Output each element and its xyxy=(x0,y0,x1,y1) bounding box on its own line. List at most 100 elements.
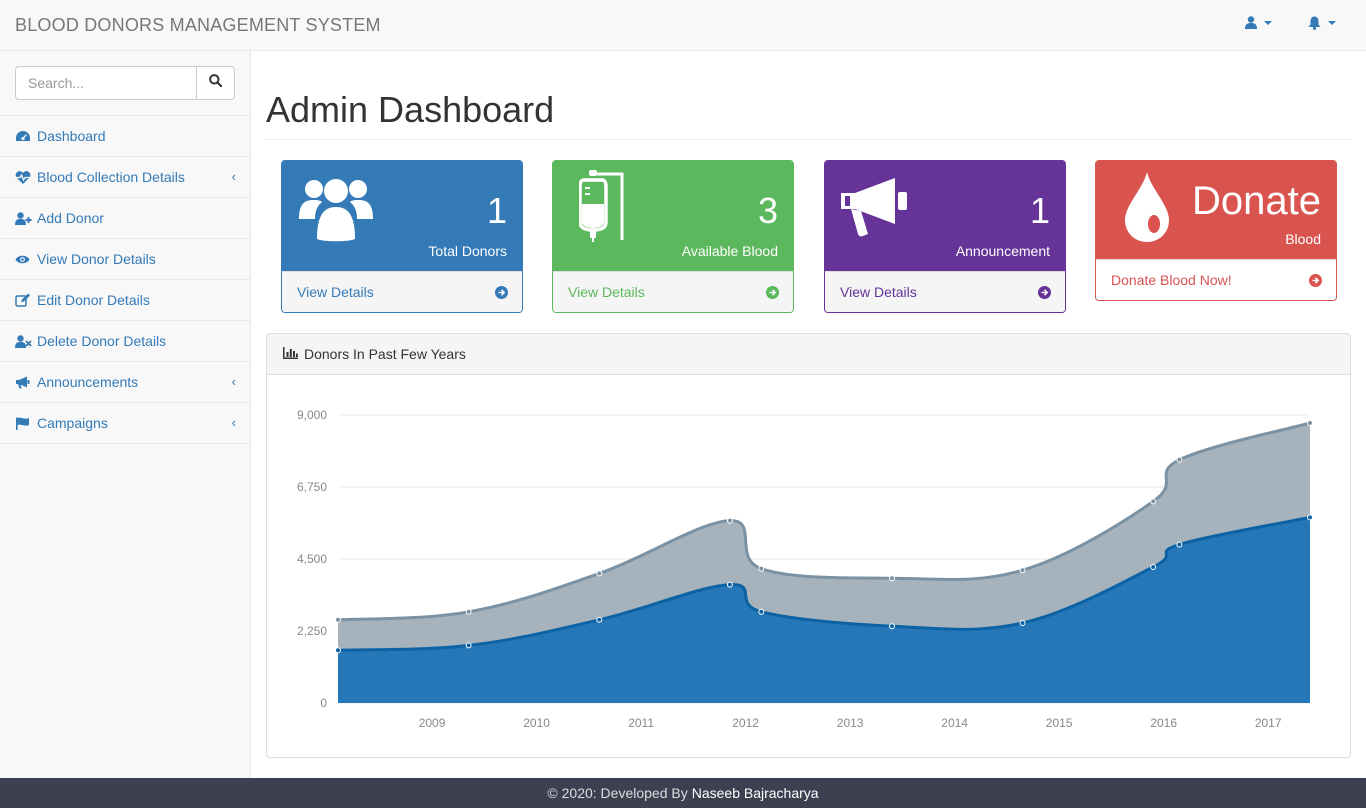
sidebar-item-label: Delete Donor Details xyxy=(37,333,167,349)
search-input[interactable] xyxy=(15,66,197,100)
total-donors-view-details-link[interactable]: View Details xyxy=(282,271,522,312)
x-tick-label: 2015 xyxy=(1046,716,1073,730)
sidebar-item-blood-collection[interactable]: Blood Collection Details ‹ xyxy=(0,157,250,198)
announcement-count: 1 xyxy=(1029,190,1050,231)
arrow-circle-right-icon xyxy=(1038,285,1051,299)
user-icon xyxy=(1245,16,1257,29)
sidebar-item-campaigns[interactable]: Campaigns ‹ xyxy=(0,403,250,444)
user-plus-icon xyxy=(15,211,33,225)
y-tick-label: 6,750 xyxy=(297,480,327,494)
page-title: Admin Dashboard xyxy=(266,89,555,130)
blood-drop-icon xyxy=(1124,171,1170,248)
series-1-point xyxy=(1150,564,1157,570)
available-blood-card: 3 Available Blood View Details xyxy=(552,160,794,313)
x-tick-label: 2009 xyxy=(419,716,446,730)
donors-chart-header: Donors In Past Few Years xyxy=(267,334,1350,375)
announcement-view-details-link[interactable]: View Details xyxy=(825,271,1065,312)
series-2-point xyxy=(1307,420,1313,426)
series-1-point xyxy=(335,647,341,654)
series-1-area xyxy=(338,517,1310,703)
donate-blood-now-link[interactable]: Donate Blood Now! xyxy=(1096,259,1336,300)
user-times-icon xyxy=(15,334,33,348)
eye-icon xyxy=(15,252,33,266)
series-2-point xyxy=(1019,567,1026,574)
sidebar-item-announcements[interactable]: Announcements ‹ xyxy=(0,362,250,403)
x-tick-label: 2017 xyxy=(1255,716,1282,730)
x-tick-label: 2011 xyxy=(628,716,654,730)
series-2-point xyxy=(758,565,765,572)
user-menu[interactable] xyxy=(1245,16,1272,29)
arrow-circle-right-icon xyxy=(495,285,508,299)
view-details-label: View Details xyxy=(297,284,374,300)
series-1-point xyxy=(465,642,472,649)
series-1-point xyxy=(1019,620,1026,626)
x-tick-label: 2012 xyxy=(732,716,759,730)
alerts-menu[interactable] xyxy=(1308,16,1336,30)
series-1-point xyxy=(888,623,895,630)
series-2-point xyxy=(465,608,472,615)
x-tick-label: 2014 xyxy=(941,716,968,730)
y-tick-label: 2,250 xyxy=(297,624,327,638)
y-tick-label: 4,500 xyxy=(297,552,327,566)
footer: © 2020: Developed By Naseeb Bajracharya xyxy=(0,778,1366,808)
sidebar-item-delete-donor[interactable]: Delete Donor Details xyxy=(0,321,250,362)
y-tick-label: 0 xyxy=(320,696,327,710)
chevron-left-icon: ‹ xyxy=(231,374,236,389)
y-tick-label: 9,000 xyxy=(297,408,327,422)
dashboard-icon xyxy=(15,129,33,143)
donate-heading: Donate xyxy=(1192,179,1321,223)
heartbeat-icon xyxy=(15,170,33,184)
arrow-circle-right-icon xyxy=(766,285,779,299)
view-details-label: View Details xyxy=(568,284,645,300)
sidebar-item-label: Announcements xyxy=(37,374,139,390)
footer-author[interactable]: Naseeb Bajracharya xyxy=(691,785,819,801)
sidebar-search xyxy=(15,66,235,100)
bullhorn-icon xyxy=(15,375,33,389)
search-button[interactable] xyxy=(197,66,235,100)
total-donors-card-header: 1 Total Donors xyxy=(282,161,522,271)
sidebar-item-view-donor[interactable]: View Donor Details xyxy=(0,239,250,280)
sidebar-item-label: Add Donor xyxy=(37,210,104,226)
top-navbar: BLOOD DONORS MANAGEMENT SYSTEM xyxy=(0,0,1366,51)
view-details-label: View Details xyxy=(840,284,917,300)
sidebar-item-dashboard[interactable]: Dashboard xyxy=(0,116,250,157)
total-donors-count: 1 xyxy=(486,190,507,231)
x-tick-label: 2010 xyxy=(523,716,550,730)
search-icon xyxy=(209,74,223,92)
series-1-point xyxy=(1176,541,1183,548)
sidebar-item-label: Campaigns xyxy=(37,415,108,431)
series-2-point xyxy=(596,570,603,577)
bullhorn-icon xyxy=(839,176,911,243)
x-tick-label: 2013 xyxy=(837,716,864,730)
footer-copyright: © 2020: Developed By xyxy=(547,785,688,801)
available-blood-view-details-link[interactable]: View Details xyxy=(553,271,793,312)
arrow-circle-right-icon xyxy=(1309,273,1322,287)
series-1-point xyxy=(596,616,603,623)
donate-subheading: Blood xyxy=(1285,231,1321,247)
announcement-label: Announcement xyxy=(955,243,1050,259)
chevron-left-icon: ‹ xyxy=(231,169,236,184)
x-tick-label: 2016 xyxy=(1150,716,1177,730)
announcement-card-header: 1 Announcement xyxy=(825,161,1065,271)
series-2-point xyxy=(726,517,733,524)
chevron-left-icon: ‹ xyxy=(231,415,236,430)
total-donors-card: 1 Total Donors View Details xyxy=(281,160,523,313)
series-1-point xyxy=(758,608,765,615)
sidebar-item-label: Edit Donor Details xyxy=(37,292,150,308)
total-donors-label: Total Donors xyxy=(428,243,507,259)
brand-title[interactable]: BLOOD DONORS MANAGEMENT SYSTEM xyxy=(15,15,381,35)
sidebar-item-label: Dashboard xyxy=(37,128,106,144)
bell-icon xyxy=(1308,16,1321,30)
bar-chart-icon xyxy=(283,346,304,362)
users-icon xyxy=(297,171,375,248)
sidebar-item-add-donor[interactable]: Add Donor xyxy=(0,198,250,239)
available-blood-count: 3 xyxy=(757,190,778,231)
sidebar-item-edit-donor[interactable]: Edit Donor Details xyxy=(0,280,250,321)
available-blood-card-header: 3 Available Blood xyxy=(553,161,793,271)
blood-bag-icon xyxy=(578,170,631,247)
edit-icon xyxy=(15,293,33,307)
donate-blood-now-label: Donate Blood Now! xyxy=(1111,272,1232,288)
donate-blood-card: Donate Blood Donate Blood Now! xyxy=(1095,160,1337,301)
series-1-line xyxy=(337,515,1311,652)
series-1-point xyxy=(726,581,733,588)
